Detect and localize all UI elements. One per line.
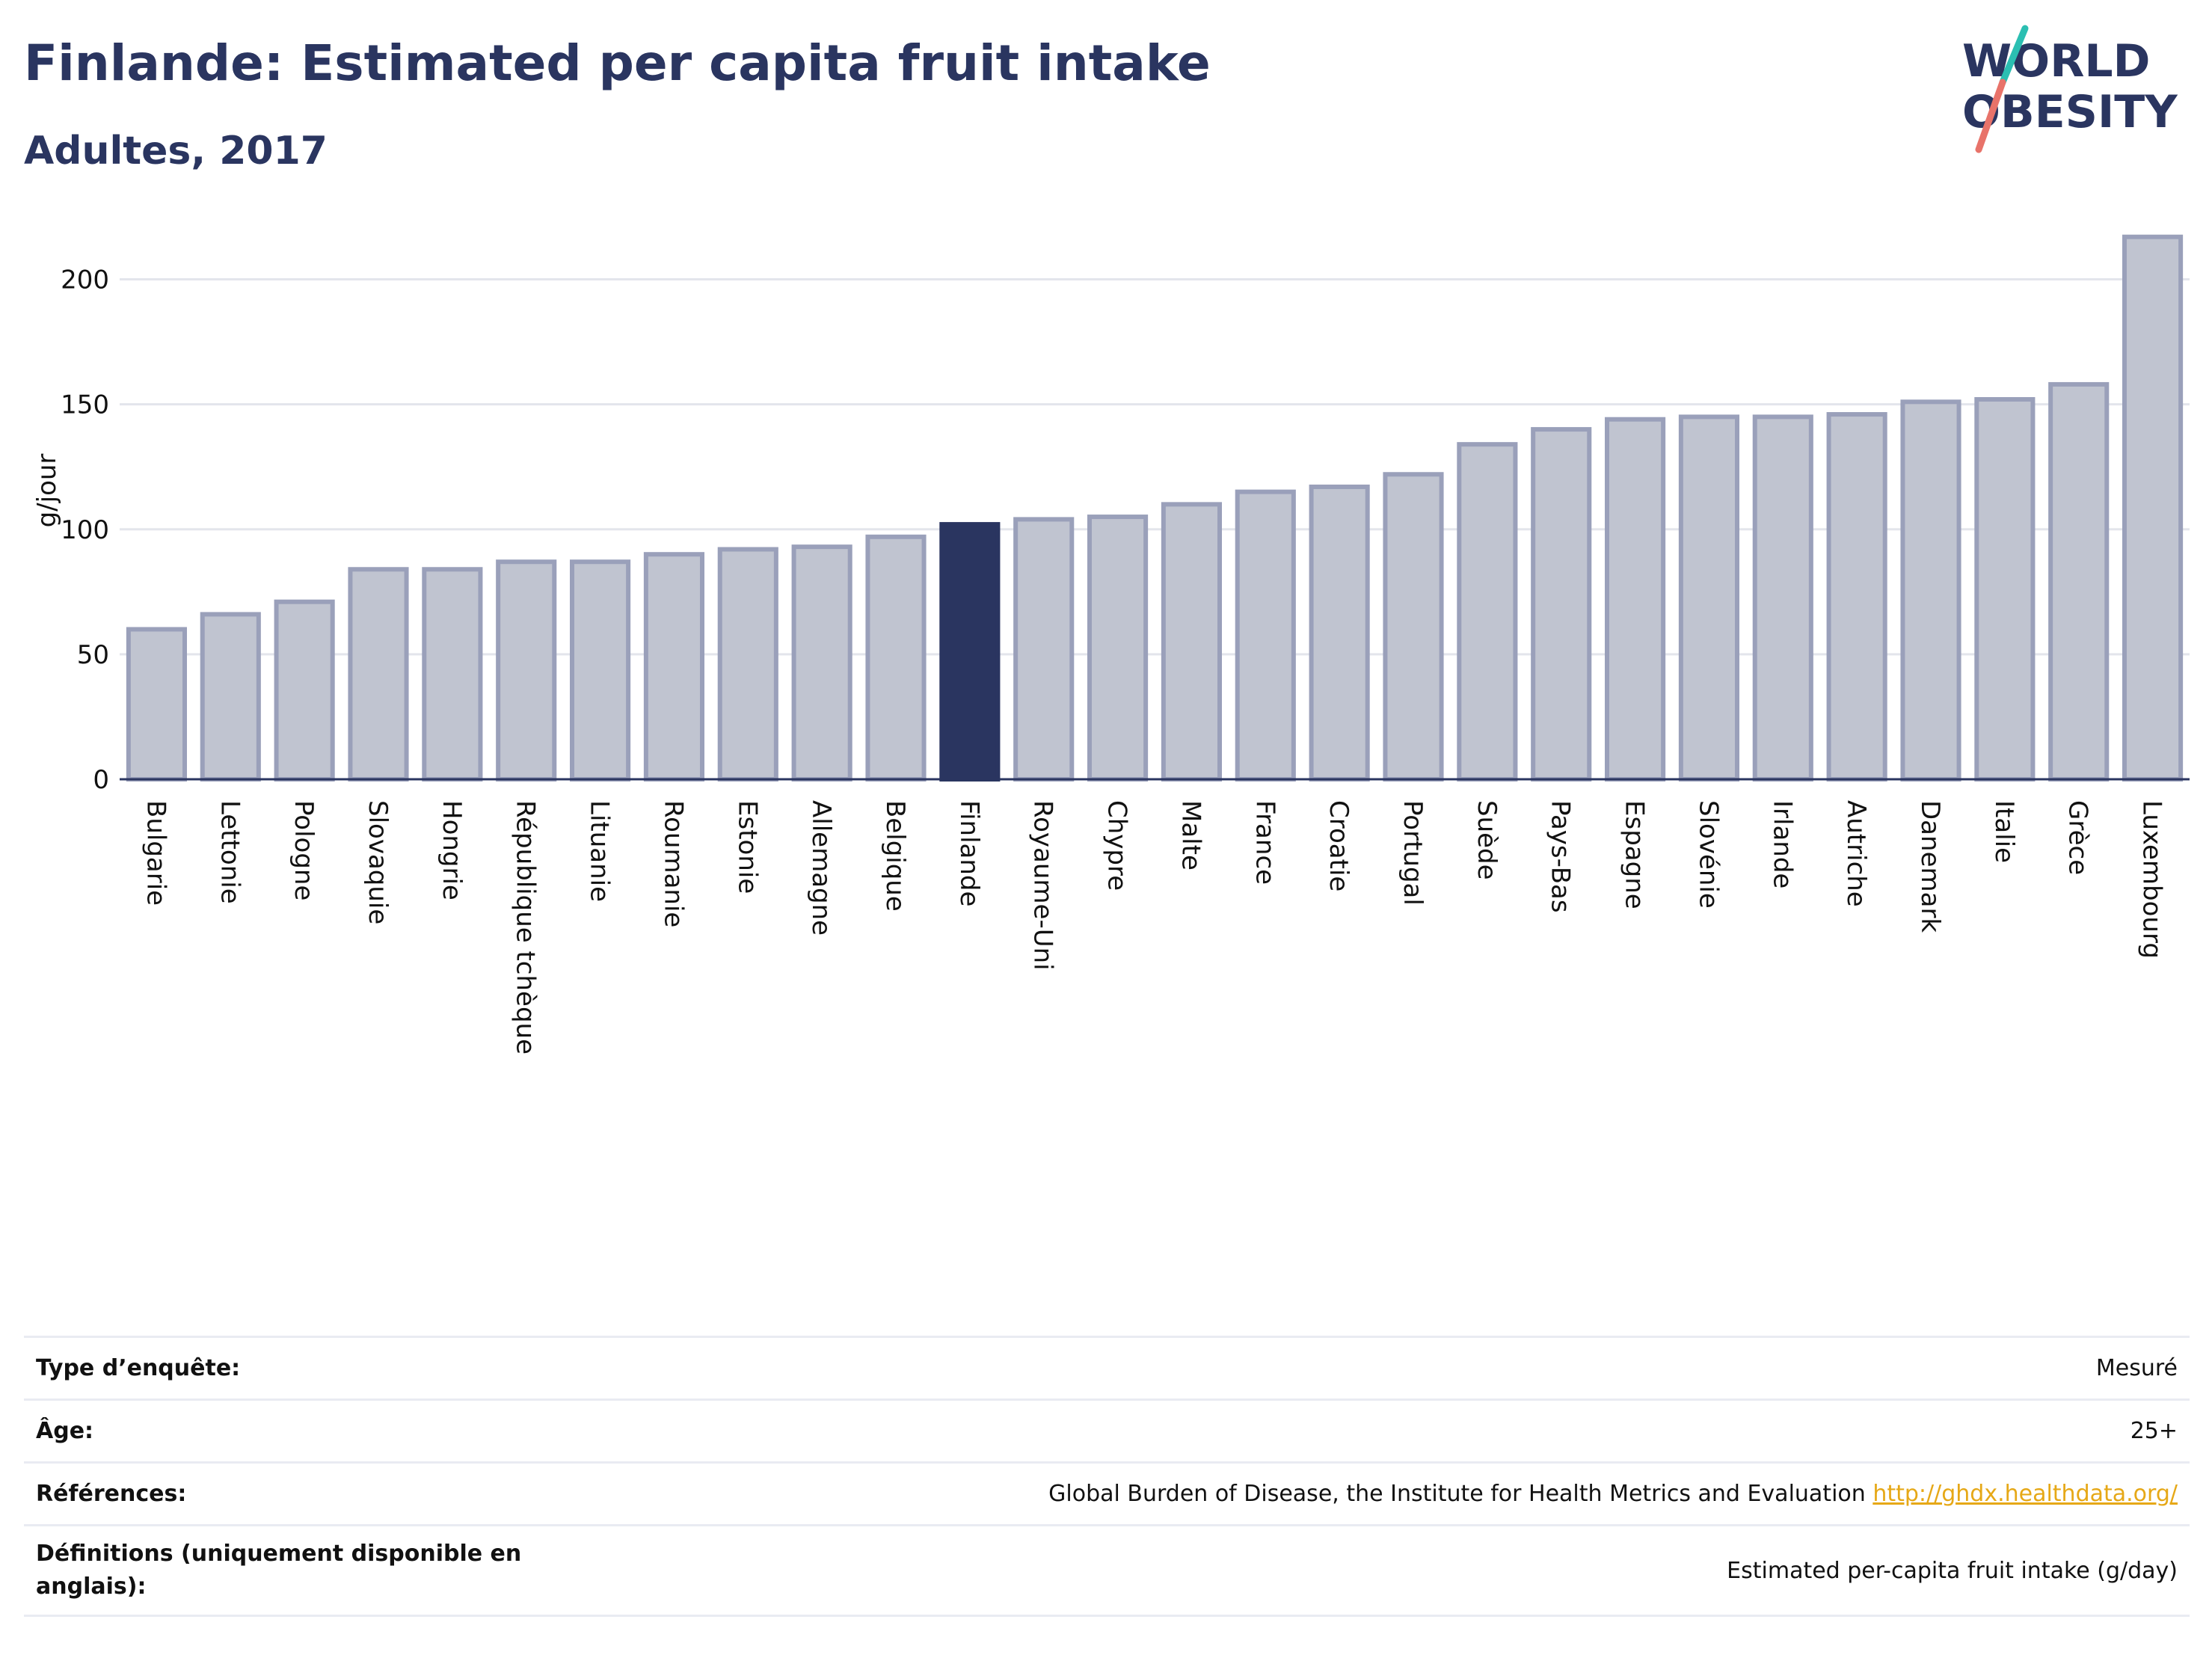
logo-slash-teal [1999,25,2029,86]
x-tick-label: Italie [1989,800,2019,863]
bar-chart: 0 50 100 150 200 Bulgarie Lettonie Pologne Slov… [32,234,2190,1054]
bar-danemark [1900,399,1961,782]
bar-luxembourg [2122,234,2184,782]
reference-link[interactable]: http://ghdx.healthdata.org/ [1872,1481,2178,1507]
x-tick-label: Roumanie [658,800,688,927]
y-tick-label: 0 [93,765,109,795]
bar-pays-bas [1531,427,1592,782]
meta-key: Définitions (uniquement disponible en an… [36,1541,522,1600]
meta-row-age: Âge: 25+ [24,1398,2190,1461]
y-tick-label: 50 [77,640,109,670]
chart-subtitle: Adultes, 2017 [24,129,328,174]
meta-row-definitions: Définitions (uniquement disponible en an… [24,1524,2190,1617]
meta-key: Type d’enquête: [36,1355,241,1381]
bar-su-de [1457,442,1518,782]
x-tick-label: Estonie [732,800,762,894]
x-tick-label: Portugal [1398,800,1428,906]
bar-roumanie [643,552,704,782]
x-tick-label: Grèce [2063,800,2093,875]
chart-title: Finlande: Estimated per capita fruit int… [24,34,1211,92]
bar-portugal [1383,472,1444,782]
bars [126,234,2184,782]
x-tick-label: Finlande [954,800,984,906]
x-tick-label: Slovénie [1693,800,1723,909]
bar-allemagne [791,544,852,782]
bar-finlande [939,522,1001,782]
x-tick-label: France [1250,800,1279,885]
bar-espagne [1605,417,1666,782]
x-tick-label: Suède [1472,800,1502,880]
x-tick-label: Hongrie [437,800,467,900]
x-tick-label: Irlande [1767,800,1797,888]
bar-gr-ce [2048,381,2110,782]
bar-pologne [274,599,335,782]
bar-bulgarie [126,627,187,782]
y-axis-label: g/jour [32,454,62,528]
x-tick-label: République tchèque [511,800,541,1054]
metadata-table: Type d’enquête: Mesuré Âge: 25+ Référenc… [24,1336,2190,1617]
bar-autriche [1826,412,1887,782]
meta-key: Âge: [36,1418,94,1444]
bar-slov-nie [1678,414,1739,782]
x-tick-label: Luxembourg [2137,800,2167,959]
x-tick-label: Slovaquie [363,800,393,924]
bar-malte [1161,502,1222,782]
bar-croatie [1309,484,1370,782]
x-tick-label: Chypre [1102,800,1132,891]
meta-value-wrap: Global Burden of Disease, the Institute … [1048,1481,2190,1507]
logo-line1: WORLD [1962,35,2150,87]
meta-row-survey-type: Type d’enquête: Mesuré [24,1336,2190,1398]
bar-irlande [1752,414,1813,782]
meta-row-references: Références: Global Burden of Disease, th… [24,1461,2190,1524]
y-axis: 0 50 100 150 200 [61,265,109,795]
bar-italie [1974,396,2036,782]
x-tick-label: Croatie [1324,800,1354,891]
x-tick-label: Lettonie [215,800,245,904]
bar-royaume-uni [1013,517,1075,782]
x-tick-label: Belgique [880,800,910,912]
x-tick-label: Lituanie [585,800,615,902]
x-tick-label: Pologne [289,800,319,900]
bar-r-publique-tch-que [496,559,557,782]
meta-key: Références: [36,1481,187,1507]
x-tick-label: Danemark [1915,800,1945,933]
x-tick-label: Espagne [1620,800,1650,909]
x-tick-label: Allemagne [806,800,836,936]
bar-hongrie [422,567,483,782]
x-tick-label: Malte [1176,800,1205,871]
bar-chypre [1087,515,1149,782]
bar-slovaquie [348,567,409,782]
y-tick-label: 200 [61,265,109,295]
bar-estonie [717,547,778,782]
bar-lituanie [570,559,631,782]
world-obesity-logo: WORLD OBESITY [1962,25,2178,153]
x-axis: Bulgarie Lettonie Pologne Slovaquie Hongrie R… [120,778,2190,1054]
x-tick-label: Royaume-Uni [1028,800,1058,971]
x-tick-label: Bulgarie [141,800,170,906]
bar-lettonie [200,612,261,782]
x-tick-label: Autriche [1841,800,1871,907]
meta-value: Global Burden of Disease, the Institute … [1048,1481,1873,1507]
meta-value: Mesuré [2095,1355,2178,1381]
x-tick-label: Pays-Bas [1546,800,1576,913]
bar-belgique [865,534,927,782]
logo-slash-coral [1975,79,2006,153]
meta-value: 25+ [2130,1418,2178,1444]
y-tick-label: 150 [61,390,109,420]
meta-value: Estimated per-capita fruit intake (g/day… [1727,1557,2178,1584]
y-tick-label: 100 [61,515,109,545]
bar-france [1235,489,1296,782]
